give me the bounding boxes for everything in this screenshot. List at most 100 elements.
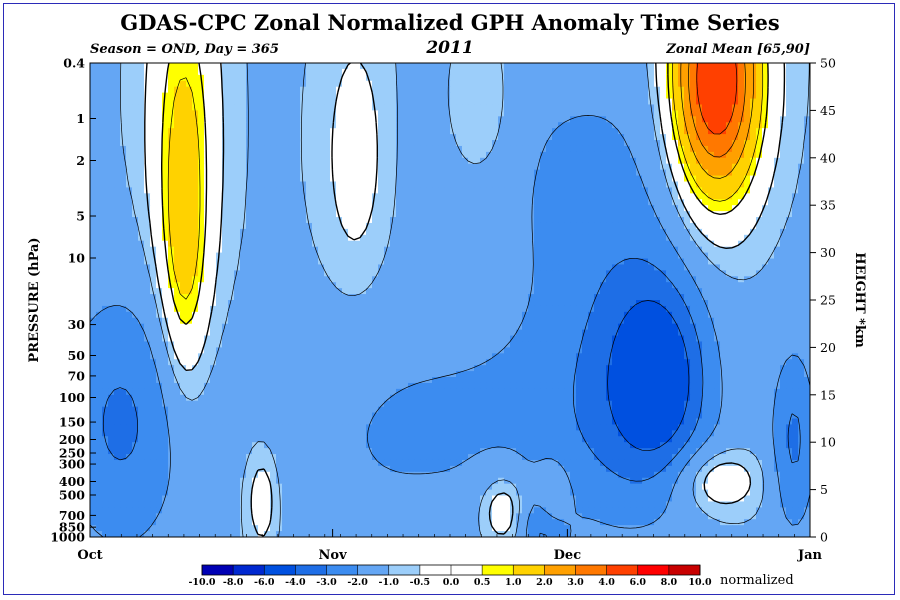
field-cell [462, 80, 469, 88]
field-cell [768, 300, 775, 307]
field-cell [414, 63, 421, 70]
field-cell [204, 74, 211, 82]
field-cell [294, 282, 301, 289]
field-cell [246, 199, 253, 206]
field-cell [288, 217, 295, 224]
field-cell [624, 110, 631, 117]
field-cell [798, 300, 805, 307]
field-cell [696, 63, 703, 70]
field-cell [672, 122, 679, 129]
field-cell [156, 128, 163, 135]
field-cell [540, 222, 547, 230]
field-cell [300, 246, 307, 254]
field-cell [714, 104, 721, 111]
field-cell [192, 276, 199, 283]
field-cell [576, 228, 583, 236]
field-cell [594, 175, 601, 183]
field-cell [672, 199, 679, 206]
field-cell [564, 276, 571, 283]
field-cell [672, 104, 679, 111]
field-cell [630, 294, 637, 301]
field-cell [384, 140, 391, 147]
field-cell [672, 163, 679, 171]
field-cell [354, 252, 361, 260]
field-cell [774, 282, 781, 289]
field-cell [126, 205, 133, 212]
field-cell [456, 104, 463, 111]
field-cell [762, 193, 769, 200]
field-cell [708, 68, 715, 76]
field-cell [474, 282, 481, 289]
field-cell [144, 128, 151, 135]
field-cell [318, 169, 325, 177]
field-cell [468, 116, 475, 123]
field-cell [636, 270, 643, 277]
field-cell [462, 288, 469, 295]
field-cell [294, 222, 301, 230]
field-cell [294, 98, 301, 106]
field-cell [330, 169, 337, 177]
field-cell [276, 134, 283, 141]
field-cell [774, 187, 781, 194]
field-cell [342, 288, 349, 295]
field-cell [288, 240, 295, 248]
field-cell [522, 282, 529, 289]
field-cell [114, 151, 121, 159]
field-cell [354, 276, 361, 283]
field-cell [786, 110, 793, 117]
field-cell [420, 63, 427, 70]
field-cell [678, 145, 685, 153]
field-cell [510, 288, 517, 295]
field-cell [696, 300, 703, 307]
field-cell [144, 80, 151, 88]
field-cell [438, 258, 445, 266]
field-cell [804, 205, 810, 212]
field-cell [786, 134, 793, 141]
field-cell [654, 211, 661, 218]
field-cell [234, 193, 241, 200]
field-cell [318, 92, 325, 100]
field-cell [96, 228, 103, 236]
field-cell [570, 240, 577, 248]
field-cell [282, 86, 289, 94]
field-cell [216, 68, 223, 76]
field-cell [432, 128, 439, 135]
field-cell [462, 151, 469, 159]
field-cell [354, 240, 361, 248]
field-cell [516, 92, 523, 100]
field-cell [780, 157, 787, 165]
field-cell [492, 264, 499, 271]
field-cell [660, 246, 667, 254]
field-cell [612, 205, 619, 212]
field-cell [204, 222, 211, 230]
field-cell [390, 181, 397, 189]
field-cell [576, 63, 583, 70]
field-cell [234, 92, 241, 100]
field-cell [120, 276, 127, 283]
field-cell [582, 63, 589, 70]
field-cell [678, 157, 685, 165]
field-cell [774, 145, 781, 153]
field-cell [354, 258, 361, 266]
field-cell [522, 264, 529, 271]
field-cell [96, 169, 103, 177]
field-cell [786, 151, 793, 159]
field-cell [714, 63, 721, 70]
field-cell [306, 151, 313, 159]
field-cell [762, 300, 769, 307]
field-cell [480, 104, 487, 111]
field-cell [192, 175, 199, 183]
field-cell [372, 128, 379, 135]
field-cell [480, 264, 487, 271]
field-cell [258, 151, 265, 159]
field-cell [372, 145, 379, 153]
field-cell [396, 294, 403, 301]
field-cell [360, 294, 367, 301]
field-cell [660, 300, 667, 307]
field-cell [222, 74, 229, 82]
field-cell [732, 252, 739, 260]
field-cell [426, 187, 433, 194]
field-cell [648, 116, 655, 123]
field-cell [258, 74, 265, 82]
field-cell [390, 294, 397, 301]
